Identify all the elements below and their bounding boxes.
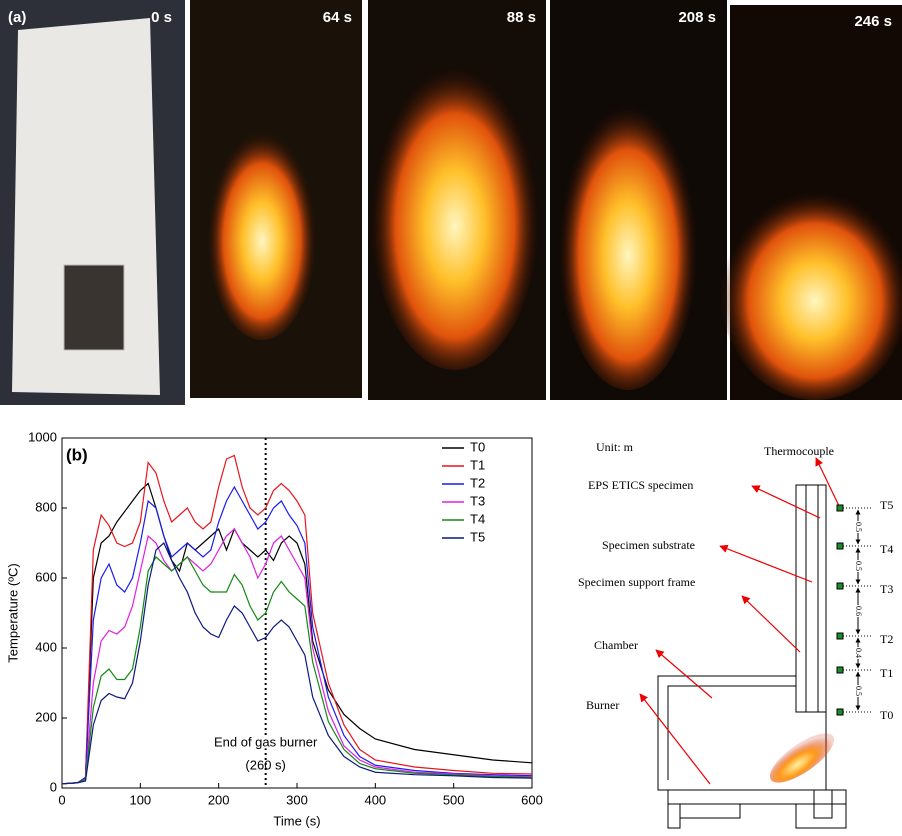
burner: [679, 803, 741, 819]
chamber: [657, 675, 796, 791]
sensor-label: T2: [880, 632, 893, 646]
label: Burner: [586, 698, 619, 712]
arrow: [751, 485, 821, 519]
legend-label: T4: [470, 511, 485, 526]
panel-label: (b): [66, 445, 88, 464]
series-line: [61, 454, 533, 785]
thermocouple: [836, 582, 844, 590]
panel-label: (a): [8, 9, 26, 26]
legend-label: T5: [470, 529, 485, 544]
burner: [667, 803, 681, 829]
flame: [370, 50, 540, 370]
frame-time: 208 s: [678, 9, 716, 26]
burner: [667, 789, 847, 805]
support-frame: [795, 484, 827, 713]
label: EPS ETICS specimen: [588, 478, 693, 492]
x-tick-label: 400: [364, 792, 386, 807]
arrow: [815, 457, 841, 509]
series-line: [61, 528, 533, 785]
y-tick-label: 400: [35, 639, 57, 654]
dimension-label: 0.5: [854, 561, 863, 571]
label: Specimen substrate: [602, 538, 695, 552]
legend-label: T2: [470, 475, 485, 490]
frame-time: 0 s: [151, 9, 172, 26]
x-tick-label: 100: [129, 792, 151, 807]
label: Chamber: [594, 638, 638, 652]
y-tick-label: 0: [50, 779, 57, 794]
dimension-label: 0.6: [854, 606, 863, 616]
frame-time: 246 s: [854, 13, 892, 30]
x-axis-label: Time (s): [273, 813, 320, 828]
photo-strip: (a) 0 s 64 s 88 s 208 s 246 s: [0, 0, 902, 405]
dimension-label: 0.5: [854, 522, 863, 532]
sensor-label: T3: [880, 582, 893, 596]
thermocouple: [836, 708, 844, 716]
flame: [207, 120, 317, 340]
x-tick-label: 500: [443, 792, 465, 807]
annotation: End of gas burner: [214, 734, 318, 749]
thermocouple: [836, 504, 844, 512]
series-line: [61, 556, 533, 785]
diagram: [639, 457, 847, 829]
arrow: [655, 649, 713, 699]
flame: [558, 90, 698, 390]
x-tick-label: 0: [58, 792, 65, 807]
x-tick-label: 600: [521, 792, 543, 807]
frame-time: 64 s: [323, 9, 352, 26]
x-tick-label: 300: [286, 792, 308, 807]
thermocouple: [836, 666, 844, 674]
diagram-labels: Unit: m Thermocouple EPS ETICS specimen …: [578, 440, 893, 722]
annotation: (260 s): [245, 757, 285, 772]
series-line: [61, 482, 533, 785]
sensor-label: T5: [880, 498, 893, 512]
frame-time: 88 s: [507, 9, 536, 26]
dimension-label: 0.5: [854, 686, 863, 696]
unit: Unit: m: [596, 440, 634, 454]
thermocouple: [836, 542, 844, 550]
burner-flame: [769, 733, 835, 783]
flame: [720, 180, 902, 400]
burner: [813, 789, 833, 819]
series-line: [61, 485, 533, 785]
sensor-label: T4: [880, 542, 893, 556]
sensor-label: T0: [880, 708, 893, 722]
legend-label: T3: [470, 493, 485, 508]
annotation: End of gas burner: [214, 734, 318, 749]
y-tick-label: 1000: [28, 429, 57, 444]
x-tick-label: 200: [208, 792, 230, 807]
arrow: [741, 595, 801, 653]
legend-label: T1: [470, 457, 485, 472]
chamber-inner: [667, 685, 796, 780]
sensor-label: T1: [880, 666, 893, 680]
burner: [795, 803, 847, 829]
legend-label: T0: [470, 439, 485, 454]
arrow: [639, 693, 711, 785]
y-tick-label: 200: [35, 709, 57, 724]
label: Thermocouple: [764, 444, 834, 458]
series-line: [61, 542, 533, 785]
y-tick-label: 800: [35, 499, 57, 514]
opening: [63, 264, 125, 351]
label: Specimen support frame: [578, 575, 695, 589]
y-axis-label: Temperature (ºC): [5, 563, 20, 662]
thermocouple: [836, 632, 844, 640]
chamber: [806, 711, 827, 790]
arrow: [719, 544, 813, 583]
y-tick-label: 600: [35, 569, 57, 584]
dimension-label: 0.4: [854, 648, 863, 658]
chart: (b) Time (s) Temperature (ºC): [5, 445, 320, 828]
